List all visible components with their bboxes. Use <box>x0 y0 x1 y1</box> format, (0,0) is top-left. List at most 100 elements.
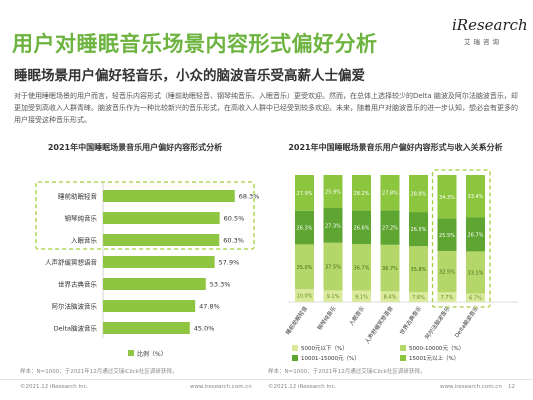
iresearch-logo: iResearch 艾瑞咨询 <box>452 16 528 50</box>
right-segment-label: 27.2% <box>382 226 398 232</box>
footer-divider <box>0 379 533 380</box>
left-value-label: 53.3% <box>210 281 231 289</box>
left-legend-swatch <box>128 350 134 356</box>
right-category-label: 入眠音乐 <box>347 304 366 327</box>
page-subtitle: 睡眠场景用户偏好轻音乐，小众的脑波音乐受高薪人士偏爱 <box>14 68 365 84</box>
right-bar-segment <box>437 292 457 302</box>
right-bar-segment <box>437 250 457 293</box>
right-bar-segment <box>323 207 343 243</box>
right-segment-label: 26.3% <box>297 226 313 232</box>
right-segment-label: 25.5% <box>439 233 455 239</box>
right-segment-label: 36.7% <box>354 265 370 271</box>
right-bar-segment <box>295 244 314 290</box>
left-bar <box>103 278 206 290</box>
left-chart-title: 2021年中国睡眠场景音乐用户偏好内容形式分析 <box>47 143 223 152</box>
right-bar-segment <box>466 175 485 218</box>
right-segment-label: 28.2% <box>354 191 370 197</box>
left-bar <box>103 300 196 312</box>
page-title: 用户对睡眠音乐场景内容形式偏好分析 <box>12 32 378 56</box>
left-bar <box>103 322 190 334</box>
right-category-label: Delta脑波音乐 <box>453 304 481 339</box>
left-bar <box>103 212 220 224</box>
right-segment-label: 27.3% <box>325 223 341 229</box>
right-segment-label: 35.8% <box>411 267 427 273</box>
right-category-label: 人声舒缓冥想语音 <box>363 304 395 345</box>
footer-left-url[interactable]: www.iresearch.com.cn <box>190 384 252 390</box>
right-bar-segment <box>295 175 314 211</box>
right-bar-segment <box>352 244 371 291</box>
right-segment-label: 26.6% <box>354 225 370 231</box>
left-bar <box>103 190 235 202</box>
right-legend-label: 10001-15000元（%） <box>301 355 360 362</box>
left-category-label: 钢琴纯音乐 <box>65 214 98 223</box>
right-segment-label: 6.7% <box>469 296 482 302</box>
right-chart-title: 2021年中国睡眠场景音乐用户偏好内容形式与收入关系分析 <box>288 143 503 152</box>
right-segment-label: 28.8% <box>411 192 427 198</box>
logo-sub: 艾瑞咨询 <box>464 38 502 46</box>
right-bar-segment <box>295 210 314 245</box>
right-segment-label: 26.5% <box>411 227 427 233</box>
right-segment-label: 9.1% <box>327 294 340 300</box>
left-category-label: 阿尔法脑波音乐 <box>52 302 98 311</box>
right-legend-swatch <box>292 345 298 351</box>
right-segment-label: 9.1% <box>355 294 368 300</box>
right-segment-label: 7.7% <box>441 295 454 301</box>
right-segment-label: 33.1% <box>468 270 484 276</box>
right-bar-segment <box>352 210 371 245</box>
left-highlight-box <box>35 181 255 250</box>
right-source-note: 样本：N=1000；于2021年12月通过艾瑞iClick社区调研获得。 <box>268 369 426 375</box>
left-value-label: 60.3% <box>223 237 244 245</box>
right-bar-segment <box>380 291 400 302</box>
right-bar-segment <box>437 218 457 251</box>
footer-right-url[interactable]: www.iresearch.com.cn <box>440 384 502 390</box>
left-category-label: 世界古典音乐 <box>58 280 98 289</box>
right-bar-segment <box>466 251 485 294</box>
right-bar-segment <box>323 175 343 208</box>
right-category-label: 睡前助眠轻音 <box>284 304 310 336</box>
right-bar-segment <box>409 246 428 293</box>
left-category-label: 人声舒缓冥想语音 <box>45 258 98 267</box>
right-category-label: 阿尔法脑波音乐 <box>423 304 452 341</box>
right-legend-label: 5000-10000元（%） <box>409 345 464 352</box>
right-bar-segment <box>409 175 428 213</box>
right-bar-segment <box>409 212 428 247</box>
right-bar-segment <box>380 175 400 211</box>
right-segment-label: 7.6% <box>412 295 425 301</box>
summary-paragraph: 对于使用睡眠场景的用户而言，轻音乐内容形式（睡前助眠轻音、钢琴纯音乐、入眠音乐）… <box>14 92 518 124</box>
left-bar <box>103 256 215 268</box>
page-number: 12 <box>508 384 515 390</box>
right-segment-label: 32.5% <box>439 270 455 276</box>
right-bar-segment <box>352 290 371 302</box>
right-highlight-box <box>431 169 491 308</box>
left-value-label: 60.5% <box>224 215 245 223</box>
left-source-note: 样本：N=1000；于2021年12月通过艾瑞iClick社区调研获得。 <box>20 369 178 375</box>
right-bar-segment <box>409 292 428 302</box>
left-legend-label: 比例（%） <box>137 350 167 358</box>
right-segment-label: 34.3% <box>439 195 455 201</box>
right-segment-label: 25.9% <box>325 189 341 195</box>
right-category-label: 钢琴纯音乐 <box>315 304 338 332</box>
right-legend-label: 15001元以上（%） <box>409 354 459 362</box>
footer-left-copyright: ©2021.12 iResearch Inc. <box>20 384 89 390</box>
right-segment-label: 36.7% <box>382 266 398 272</box>
right-legend-swatch <box>400 345 406 351</box>
right-bar-segment <box>323 242 343 291</box>
left-category-label: 入眠音乐 <box>71 236 98 245</box>
right-bar-segment <box>466 293 485 302</box>
left-category-label: Delta脑波音乐 <box>54 324 98 333</box>
right-legend-swatch <box>400 355 406 361</box>
left-bar <box>103 234 220 246</box>
right-bar-segment <box>295 289 314 302</box>
right-bar-segment <box>380 210 400 245</box>
right-segment-label: 35.0% <box>297 265 313 271</box>
left-value-label: 47.8% <box>199 303 220 311</box>
right-category-label: 世界古典音乐 <box>398 304 424 336</box>
right-segment-label: 8.4% <box>384 295 397 301</box>
left-value-label: 68.3% <box>239 193 260 201</box>
right-bar-segment <box>437 175 457 219</box>
logo-text: iResearch <box>452 16 528 34</box>
right-segment-label: 33.4% <box>468 194 484 200</box>
footer-right-copyright: ©2021.12 iResearch Inc. <box>268 384 337 390</box>
right-segment-label: 26.7% <box>468 232 484 238</box>
